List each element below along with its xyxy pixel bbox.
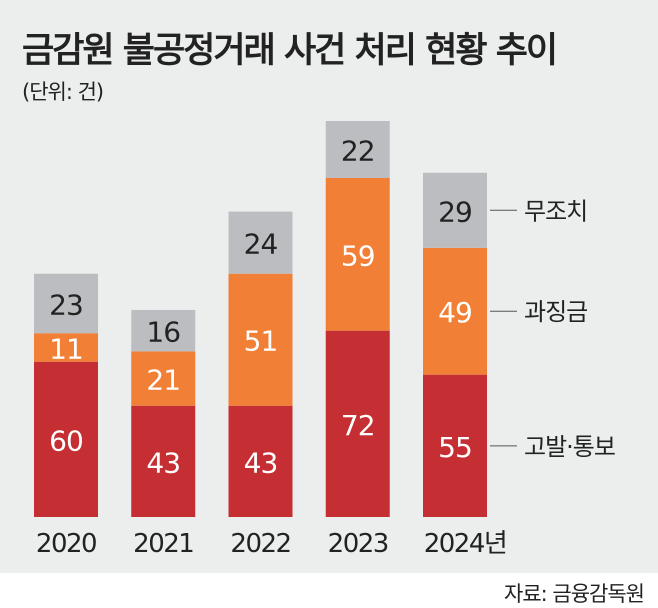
bar-segment [325,177,390,331]
data-label: 16 [146,316,180,349]
data-label: 11 [49,332,83,365]
bar-segment [325,121,390,178]
legend-label: 무조치 [524,197,587,225]
bar-segment [34,273,98,334]
bar-segment [131,309,196,352]
bar-segment [34,333,98,362]
legend-label: 과징금 [524,298,587,326]
bar-segment [131,405,196,517]
x-tick-label: 2023 [328,529,388,559]
bar-segment [228,405,293,517]
chart-title: 금감원 불공정거래 사건 처리 현황 추이 [22,31,558,71]
bar-segment [423,247,487,375]
stacked-bar-chart: 60 11 23 2020 43 21 16 2021 43 51 24 2022 72 59 22 2023… [34,121,616,559]
x-tick-label: 2022 [230,529,290,559]
data-label: 55 [438,431,472,464]
bar-segment [228,273,293,406]
data-label: 43 [146,446,180,479]
data-label: 60 [49,424,83,457]
data-label: 49 [438,296,472,329]
x-tick-label: 2020 [36,529,96,559]
data-label: 72 [341,409,375,442]
data-label: 21 [146,364,180,397]
x-tick-label: 2021 [133,529,193,559]
data-label: 24 [244,228,278,261]
bar-segment [423,374,487,517]
data-label: 59 [341,239,375,272]
data-label: 23 [49,288,83,321]
chart-source: 자료: 금융감독원 [504,582,645,606]
data-label: 29 [438,195,472,228]
x-tick-label: 2024년 [424,529,507,559]
legend-label: 고발·통보 [524,433,615,461]
bar-segment [34,361,98,517]
bar-segment [423,172,487,248]
bar-segment [131,351,196,406]
data-label: 43 [244,446,278,479]
data-label: 51 [244,325,278,358]
data-label: 22 [341,134,375,167]
chart-unit: (단위: 건) [22,80,104,104]
bar-segment [228,211,293,274]
bar-segment [325,330,390,517]
